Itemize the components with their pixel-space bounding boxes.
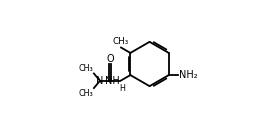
Text: H: H: [119, 84, 125, 93]
Text: NH: NH: [105, 76, 120, 86]
Text: N: N: [96, 76, 104, 86]
Text: CH₃: CH₃: [113, 37, 129, 46]
Text: CH₃: CH₃: [79, 89, 93, 98]
Text: NH₂: NH₂: [179, 70, 197, 80]
Text: O: O: [106, 54, 114, 64]
Text: CH₃: CH₃: [79, 64, 93, 73]
